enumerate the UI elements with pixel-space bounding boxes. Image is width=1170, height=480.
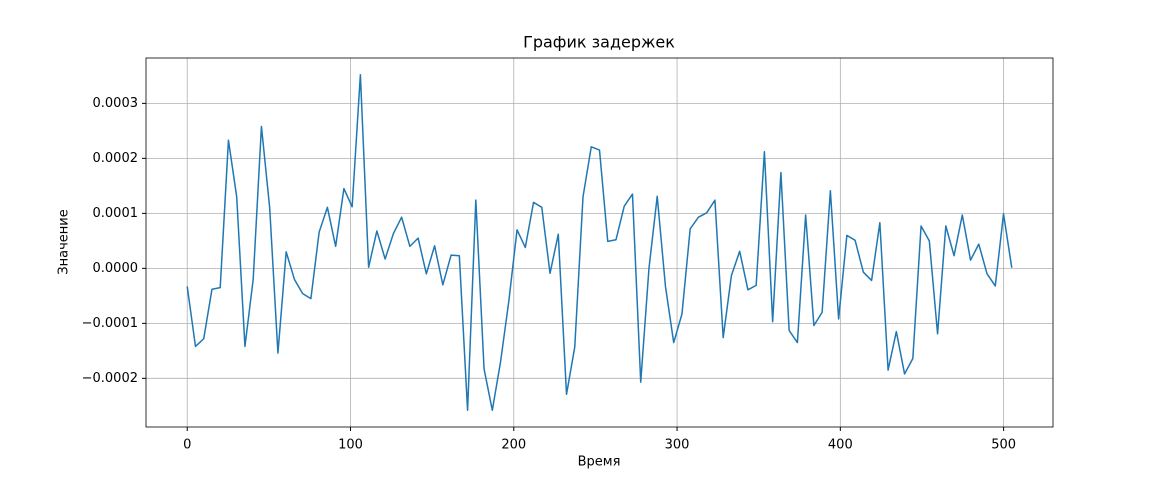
y-tick-label: 0.0001 — [93, 206, 139, 221]
x-tick-label: 100 — [338, 438, 363, 453]
y-tick-label: 0.0003 — [93, 96, 139, 111]
y-axis-label: Значение — [57, 209, 72, 274]
x-tick-label: 500 — [991, 438, 1016, 453]
chart-title: График задержек — [523, 33, 675, 52]
data-line — [186, 74, 1013, 411]
x-tick-label: 200 — [501, 438, 526, 453]
y-tick-label: 0.0000 — [93, 261, 139, 276]
y-tick-label: 0.0002 — [93, 151, 139, 166]
y-tick-label: −0.0002 — [82, 371, 138, 386]
x-tick-label: 300 — [665, 438, 690, 453]
plot-frame — [145, 57, 1054, 428]
x-tick-label: 400 — [828, 438, 853, 453]
x-axis-label: Время — [578, 455, 621, 470]
x-tick-label: 0 — [183, 438, 191, 453]
y-tick-label: −0.0001 — [82, 316, 138, 331]
